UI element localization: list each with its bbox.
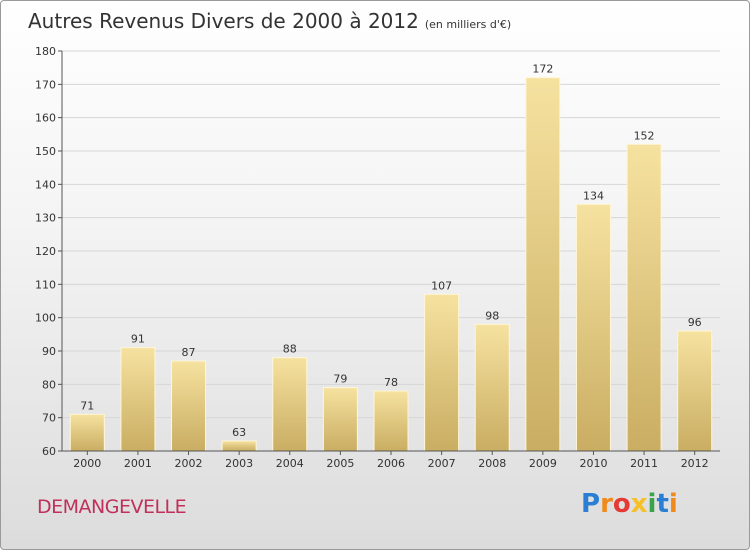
- chart-title: Autres Revenus Divers de 2000 à 2012 (en …: [28, 9, 511, 33]
- bar-2011: [626, 143, 662, 452]
- logo-letter: t: [656, 489, 669, 519]
- y-tick-label: 140: [35, 178, 56, 191]
- bar-value-label: 152: [634, 129, 655, 142]
- bar-2000: [69, 413, 105, 452]
- bar-value-label: 63: [232, 426, 246, 439]
- y-tick-label: 130: [35, 212, 56, 225]
- chart-title-text: Autres Revenus Divers de 2000 à 2012: [28, 9, 419, 33]
- commune-name: DEMANGEVELLE: [37, 496, 187, 518]
- y-tick-label: 180: [35, 45, 56, 58]
- bar-value-label: 107: [431, 279, 452, 292]
- bar-2005: [322, 387, 358, 452]
- x-tick-label: 2002: [175, 457, 203, 470]
- x-tick-label: 2006: [377, 457, 405, 470]
- y-tick-label: 170: [35, 78, 56, 91]
- bar-value-label: 87: [182, 346, 196, 359]
- x-tick-label: 2001: [124, 457, 152, 470]
- x-tick-label: 2009: [529, 457, 557, 470]
- bar-2006: [373, 390, 409, 452]
- logo-letter: P: [581, 489, 601, 519]
- bar-2007: [424, 293, 460, 452]
- bar-2002: [171, 360, 207, 452]
- y-tick-label: 60: [42, 445, 56, 458]
- logo-letter: i: [647, 489, 657, 519]
- y-tick-label: 80: [42, 378, 56, 391]
- bar-value-label: 79: [333, 373, 347, 386]
- y-tick-label: 90: [42, 345, 56, 358]
- bar-2010: [575, 203, 611, 452]
- bar-2008: [474, 323, 510, 452]
- bar-value-label: 172: [532, 63, 553, 76]
- x-tick-label: 2010: [579, 457, 607, 470]
- chart-unit: (en milliers d'€): [424, 18, 512, 31]
- x-tick-label: 2012: [681, 457, 709, 470]
- y-tick-label: 100: [35, 312, 56, 325]
- y-tick-label: 70: [42, 412, 56, 425]
- x-tick-label: 2003: [225, 457, 253, 470]
- axes: 60 70 80 90 100 110 120 130 140 150 160 170 180 2000 2…: [35, 45, 720, 470]
- x-tick-label: 2004: [276, 457, 304, 470]
- bar-value-label: 78: [384, 376, 398, 389]
- y-tick-label: 120: [35, 245, 56, 258]
- proxiti-logo: Proxiti: [581, 489, 678, 519]
- x-tick-label: 2008: [478, 457, 506, 470]
- logo-letter: o: [612, 489, 631, 519]
- bar-2012: [677, 330, 713, 452]
- bar-2003: [221, 440, 257, 452]
- y-tick-label: 160: [35, 112, 56, 125]
- x-tick-label: 2000: [73, 457, 101, 470]
- bar-value-label: 88: [283, 343, 297, 356]
- bar-value-label: 96: [688, 316, 702, 329]
- x-tick-label: 2011: [630, 457, 658, 470]
- y-tick-label: 110: [35, 278, 56, 291]
- bar-value-label: 71: [80, 399, 94, 412]
- bar-2009: [525, 77, 561, 452]
- bar-value-label: 91: [131, 333, 145, 346]
- bars: 71 91 87 63 88 79 78 107 98 172 134 152 96: [69, 63, 713, 452]
- logo-letter: r: [600, 489, 613, 519]
- x-tick-label: 2005: [326, 457, 354, 470]
- bar-value-label: 98: [485, 309, 499, 322]
- x-tick-label: 2007: [428, 457, 456, 470]
- y-tick-label: 150: [35, 145, 56, 158]
- bar-value-label: 134: [583, 189, 604, 202]
- bar-2004: [272, 357, 308, 452]
- logo-letter: i: [668, 489, 678, 519]
- bar-2001: [120, 347, 156, 452]
- logo-letter: x: [630, 489, 648, 519]
